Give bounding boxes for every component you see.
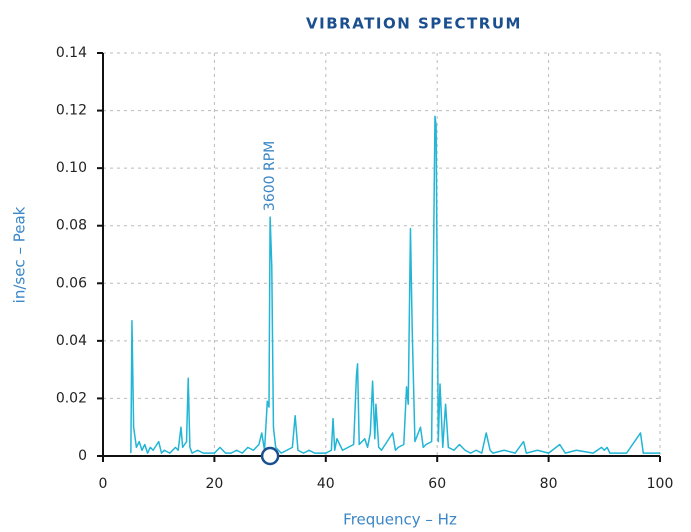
- annotation-marker: [260, 446, 280, 466]
- y-tick-label: 0.06: [56, 275, 87, 291]
- x-tick-label: 60: [428, 476, 446, 492]
- y-tick-label: 0: [78, 448, 87, 464]
- x-tick-label: 40: [317, 476, 335, 492]
- y-tick-label: 0.10: [56, 160, 87, 176]
- y-tick-label: 0.14: [56, 45, 87, 61]
- y-tick-label: 0.04: [56, 333, 87, 349]
- spectrum-line: [130, 115, 660, 454]
- x-axis-label: Frequency – Hz: [343, 511, 457, 529]
- y-tick-label: 0.02: [56, 390, 87, 406]
- y-axis-label: in/sec – Peak: [11, 206, 29, 303]
- x-tick-label: 80: [540, 476, 558, 492]
- annotation: 3600 RPM: [262, 141, 278, 211]
- x-tick-label: 20: [205, 476, 223, 492]
- chart-title: VIBRATION SPECTRUM: [306, 15, 522, 33]
- x-tick-label: 0: [99, 476, 108, 492]
- y-tick-label: 0.08: [56, 218, 87, 234]
- y-tick-label: 0.12: [56, 103, 87, 119]
- x-tick-label: 100: [647, 476, 674, 492]
